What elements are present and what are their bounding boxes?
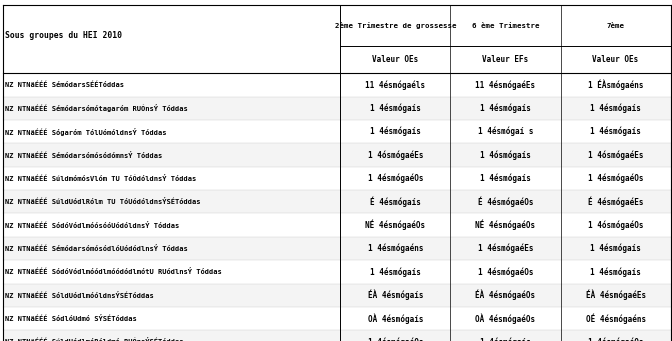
Text: É 4ésmógaéEs: É 4ésmógaéEs (588, 196, 643, 207)
Text: NÉ 4ésmógaéOs: NÉ 4ésmógaéOs (366, 220, 425, 231)
Bar (3, 260, 671, 284)
Text: É 4ésmógaéOs: É 4ésmógaéOs (478, 196, 534, 207)
Text: NZ NTNäÉÉÉ Sémódarsómótagaróm RUÓnsÝ Tóddas: NZ NTNäÉÉÉ Sémódarsómótagaróm RUÓnsÝ Tód… (5, 104, 188, 112)
Text: 1 4ésmógaís: 1 4ésmógaís (480, 337, 531, 341)
Text: 1 4ésmógaís: 1 4ésmógaís (590, 104, 641, 113)
Text: 1 4ésmógaís: 1 4ésmógaís (480, 104, 531, 113)
Text: NZ NTNäÉÉÉ SúldUódlmóRóldmó RUÓnsÝSÉTóddas: NZ NTNäÉÉÉ SúldUódlmóRóldmó RUÓnsÝSÉTódd… (5, 338, 184, 341)
Text: NZ NTNäÉÉÉ Sógaróm TólUómóldnsÝ Tóddas: NZ NTNäÉÉÉ Sógaróm TólUómóldnsÝ Tóddas (5, 128, 167, 136)
Text: 1 4ésmógaéns: 1 4ésmógaéns (368, 244, 423, 253)
Text: 1 4ósmógaéOs: 1 4ósmógaéOs (588, 220, 643, 230)
Text: NZ NTNäÉÉÉ SóldUódlmóóldnsÝSÉTóddas: NZ NTNäÉÉÉ SóldUódlmóóldnsÝSÉTóddas (5, 292, 154, 299)
Text: 1 4ósmógaéEs: 1 4ósmógaéEs (588, 150, 643, 160)
Text: Sous groupes du HEI 2010: Sous groupes du HEI 2010 (5, 31, 122, 40)
Text: 1 4ésmógaís: 1 4ésmógaís (370, 104, 421, 113)
Text: 1 4ósmógaéEs: 1 4ósmógaéEs (368, 150, 423, 160)
Bar (3, 237, 671, 260)
Bar (3, 190, 671, 213)
Text: 11 4ésmógaéls: 11 4ésmógaéls (366, 80, 425, 90)
Text: Valeur OEs: Valeur OEs (372, 55, 419, 64)
Text: OÀ 4ésmógaís: OÀ 4ésmógaís (368, 313, 423, 324)
Bar (3, 284, 671, 307)
Text: 1 4ésmógaís: 1 4ésmógaís (590, 244, 641, 253)
Text: OÉ 4ésmógaéns: OÉ 4ésmógaéns (585, 313, 646, 324)
Bar (3, 97, 671, 120)
Text: OÀ 4ésmógaéOs: OÀ 4ésmógaéOs (475, 313, 536, 324)
Text: 11 4ésmógaéEs: 11 4ésmógaéEs (475, 80, 536, 90)
Text: NÉ 4ésmógaéOs: NÉ 4ésmógaéOs (475, 220, 536, 231)
Text: NZ NTNäÉÉÉ SódóVódlmóósóóUódóldnsÝ Tóddas: NZ NTNäÉÉÉ SódóVódlmóósóóUódóldnsÝ Tódda… (5, 222, 179, 229)
Text: NZ NTNäÉÉÉ SódóVódlmóódlmóódódlmótU RUódlnsÝ Tóddas: NZ NTNäÉÉÉ SódóVódlmóódlmóódódlmótU RUód… (5, 268, 222, 276)
Text: 1 4ésmógaéOs: 1 4ésmógaéOs (368, 337, 423, 341)
Text: 1 4ósmógaéOs: 1 4ósmógaéOs (588, 337, 643, 341)
Text: 1 4ésmógaéEs: 1 4ésmógaéEs (478, 244, 534, 253)
Bar (3, 307, 671, 330)
Text: NZ NTNäÉÉÉ SémódarsómósódlóUódódlnsÝ Tóddas: NZ NTNäÉÉÉ SémódarsómósódlóUódódlnsÝ Tód… (5, 245, 188, 252)
Text: 1 ÉÀsmógaéns: 1 ÉÀsmógaéns (588, 80, 643, 90)
Text: ÉÀ 4ésmógaéOs: ÉÀ 4ésmógaéOs (475, 290, 536, 300)
Text: Valeur EFs: Valeur EFs (482, 55, 529, 64)
Bar (3, 330, 671, 341)
Bar (3, 167, 671, 190)
Text: 1 4ésmógaís: 1 4ésmógaís (480, 174, 531, 183)
Text: NZ NTNäÉÉÉ SódlóUdmó SÝSÉTóddas: NZ NTNäÉÉÉ SódlóUdmó SÝSÉTóddas (5, 315, 137, 322)
Text: 1 4ésmógaéOs: 1 4ésmógaéOs (368, 174, 423, 183)
Text: NZ NTNäÉÉÉ SúldmómósVlóm TU TóÓdóldnsÝ Tóddas: NZ NTNäÉÉÉ SúldmómósVlóm TU TóÓdóldnsÝ T… (5, 175, 197, 182)
Text: 7ème: 7ème (607, 23, 624, 29)
Text: 1 4ésmógaís: 1 4ésmógaís (370, 127, 421, 136)
Text: NZ NTNäÉÉÉ SémódarsómósódómnsÝ Tóddas: NZ NTNäÉÉÉ SémódarsómósódómnsÝ Tóddas (5, 151, 163, 159)
Text: 1 4ésmógaís: 1 4ésmógaís (370, 267, 421, 277)
Bar (3, 213, 671, 237)
Text: 6 ème Trimestre: 6 ème Trimestre (472, 23, 539, 29)
Bar (3, 73, 671, 97)
Text: ÉÀ 4ésmógaís: ÉÀ 4ésmógaís (368, 290, 423, 300)
Bar (3, 120, 671, 143)
Text: NZ NTNäÉÉÉ SémódarsSÉÉTóddas: NZ NTNäÉÉÉ SémódarsSÉÉTóddas (5, 82, 124, 88)
Text: 1 4ésmógaís: 1 4ésmógaís (590, 267, 641, 277)
Text: 1 4ésmógaéOs: 1 4ésmógaéOs (478, 267, 534, 277)
Text: NZ NTNäÉÉÉ SúldUódlRólm TU TóUódóldnsÝSÉTóddas: NZ NTNäÉÉÉ SúldUódlRólm TU TóUódóldnsÝSÉ… (5, 198, 201, 205)
Text: 1 4ésmógaéOs: 1 4ésmógaéOs (588, 174, 643, 183)
Text: 1 4ésmógaís: 1 4ésmógaís (590, 127, 641, 136)
Text: 2ème Trimestre de grossesse: 2ème Trimestre de grossesse (335, 22, 456, 29)
Text: 1 4ósmógaís: 1 4ósmógaís (480, 150, 531, 160)
Text: 1 4ésmógaí s: 1 4ésmógaí s (478, 127, 534, 136)
Text: Valeur OEs: Valeur OEs (593, 55, 638, 64)
Bar (3, 143, 671, 167)
Text: ÉÀ 4ésmógaéEs: ÉÀ 4ésmógaéEs (585, 290, 646, 300)
Text: É 4ésmógaís: É 4ésmógaís (370, 196, 421, 207)
